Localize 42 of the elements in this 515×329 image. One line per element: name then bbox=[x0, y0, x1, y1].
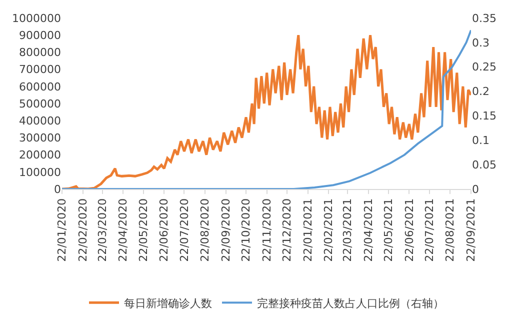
y-tick-label: 600000 bbox=[19, 80, 61, 94]
x-tick-label: 22/06/2020 bbox=[158, 198, 171, 262]
y-tick-label: 400000 bbox=[19, 114, 61, 128]
y-tick-label: 300000 bbox=[19, 132, 61, 145]
x-tick-label: 22/02/2021 bbox=[322, 198, 336, 262]
x-tick-label: 22/09/2021 bbox=[464, 198, 478, 262]
x-tick-label: 22/02/2020 bbox=[76, 198, 90, 262]
legend-label: 每日新增确诊人数 bbox=[124, 296, 212, 310]
y-tick-label: 700000 bbox=[19, 63, 61, 76]
y2-tick-label: 0.35 bbox=[472, 12, 496, 25]
y-tick-label: 1000000 bbox=[12, 12, 61, 25]
y2-tick-label: 0 bbox=[472, 182, 479, 196]
y2-tick-label: 0.3 bbox=[472, 36, 490, 50]
x-tick-label: 22/01/2021 bbox=[301, 198, 314, 262]
x-tick-label: 22/01/2020 bbox=[56, 198, 69, 262]
x-tick-label: 22/09/2020 bbox=[219, 198, 232, 262]
legend-label: 完整接种疫苗人数占人口比例（右轴） bbox=[257, 296, 444, 310]
x-tick-label: 22/08/2021 bbox=[444, 198, 457, 262]
x-tick-label: 22/06/2021 bbox=[402, 198, 416, 262]
x-tick-label: 22/04/2020 bbox=[116, 198, 130, 262]
x-tick-label: 22/08/2020 bbox=[198, 198, 212, 262]
x-tick-label: 22/10/2020 bbox=[240, 198, 253, 262]
x-tick-label: 22/07/2021 bbox=[422, 198, 436, 262]
y2-tick-label: 0.15 bbox=[472, 110, 496, 123]
y-tick-label: 0 bbox=[54, 182, 61, 196]
x-tick-label: 22/03/2020 bbox=[96, 198, 109, 262]
x-tick-label: 22/11/2020 bbox=[260, 198, 274, 262]
y-tick-label: 900000 bbox=[19, 28, 61, 42]
x-tick-label: 22/12/2020 bbox=[280, 198, 294, 262]
y2-tick-label: 0.2 bbox=[472, 85, 490, 98]
y-tick-label: 200000 bbox=[19, 148, 61, 162]
y2-tick-label: 0.05 bbox=[472, 158, 496, 172]
x-tick-label: 22/05/2020 bbox=[136, 198, 150, 262]
y-tick-label: 100000 bbox=[19, 166, 61, 179]
y-tick-label: 800000 bbox=[19, 46, 61, 60]
x-tick-label: 22/04/2021 bbox=[362, 198, 375, 262]
x-tick-label: 22/03/2021 bbox=[341, 198, 354, 262]
y2-tick-label: 0.25 bbox=[472, 60, 496, 74]
x-tick-label: 22/07/2020 bbox=[178, 198, 191, 262]
y2-tick-label: 0.1 bbox=[472, 134, 490, 147]
x-tick-label: 22/05/2021 bbox=[382, 198, 395, 262]
y-tick-label: 500000 bbox=[19, 97, 61, 110]
